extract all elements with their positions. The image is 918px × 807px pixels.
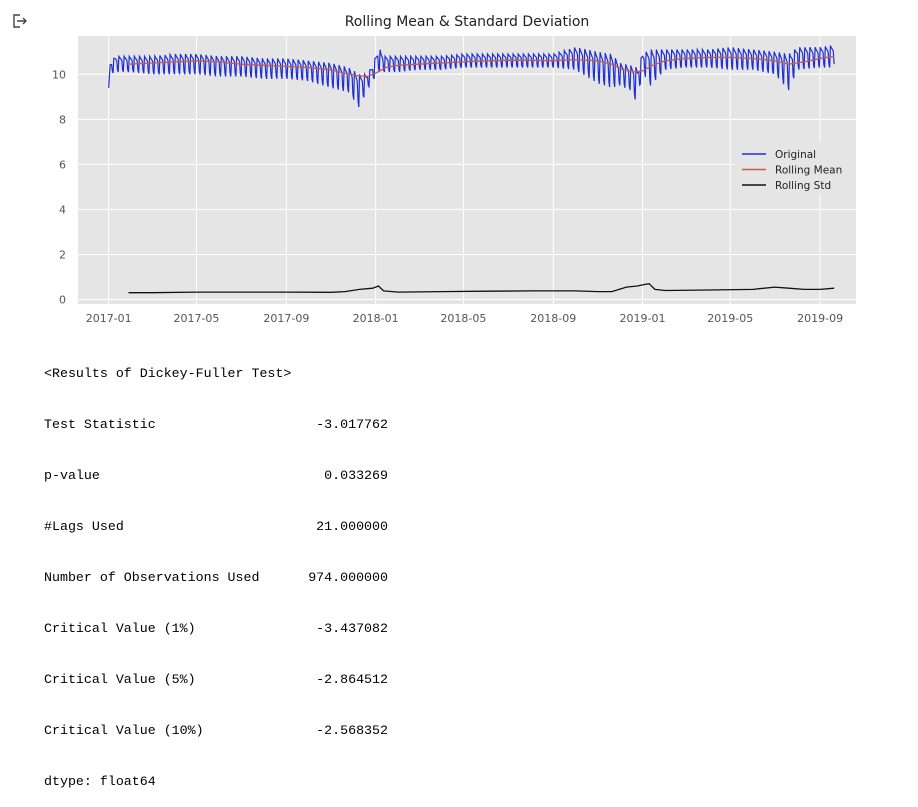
x-tick-label: 2018-01 — [353, 312, 399, 325]
results-header: <Results of Dickey-Fuller Test> — [44, 366, 292, 381]
y-tick-label: 10 — [52, 68, 66, 81]
legend-label: Original — [775, 149, 816, 161]
result-label: Critical Value (10%) — [44, 723, 204, 738]
result-row-critical-10: Critical Value (10%) -2.568352 — [44, 722, 388, 739]
chart: 0 2 4 6 8 10 2017-01 2017-05 2017-09 2018-01 2018-… — [0, 0, 918, 330]
result-value: -2.568352 — [316, 723, 388, 738]
x-tick-label: 2019-01 — [620, 312, 666, 325]
result-label: Number of Observations Used — [44, 570, 260, 585]
y-tick-label: 0 — [59, 293, 66, 306]
result-row-critical-5: Critical Value (5%) -2.864512 — [44, 671, 388, 688]
result-row-test-statistic: Test Statistic -3.017762 — [44, 416, 388, 433]
series-rolling-mean-line — [128, 55, 835, 78]
result-value: -3.017762 — [316, 417, 388, 432]
result-row-lags-used: #Lags Used 21.000000 — [44, 518, 388, 535]
legend-label: Rolling Mean — [775, 165, 842, 177]
x-tick-label: 2017-09 — [263, 312, 309, 325]
result-value: 0.033269 — [324, 468, 388, 483]
result-label: Critical Value (5%) — [44, 672, 196, 687]
x-tick-label: 2019-05 — [707, 312, 753, 325]
x-tick-label: 2018-05 — [440, 312, 486, 325]
chart-svg: 0 2 4 6 8 10 2017-01 2017-05 2017-09 2018-01 2018-… — [52, 14, 856, 325]
x-tick-label: 2017-05 — [173, 312, 219, 325]
result-row-critical-1: Critical Value (1%) -3.437082 — [44, 620, 388, 637]
output-arrow-icon[interactable] — [11, 12, 29, 30]
x-tick-label: 2019-09 — [797, 312, 843, 325]
result-label: p-value — [44, 468, 100, 483]
y-tick-label: 2 — [59, 248, 66, 261]
console-output: <Results of Dickey-Fuller Test> Test Sta… — [44, 331, 388, 807]
result-value: -2.864512 — [316, 672, 388, 687]
result-value: 974.000000 — [308, 570, 388, 585]
result-label: #Lags Used — [44, 519, 124, 534]
series-original-line — [108, 45, 835, 108]
y-tick-label: 8 — [59, 113, 66, 126]
legend-label: Rolling Std — [775, 180, 831, 192]
series-rolling-std-line — [128, 283, 835, 294]
result-value: -3.437082 — [316, 621, 388, 636]
x-tick-label: 2017-01 — [86, 312, 132, 325]
results-dtype: dtype: float64 — [44, 774, 156, 789]
result-label: Critical Value (1%) — [44, 621, 196, 636]
x-tick-label: 2018-09 — [530, 312, 576, 325]
y-tick-label: 4 — [59, 203, 66, 216]
chart-title: Rolling Mean & Standard Deviation — [345, 14, 590, 30]
result-row-p-value: p-value 0.033269 — [44, 467, 388, 484]
result-value: 21.000000 — [316, 519, 388, 534]
result-row-observations: Number of Observations Used 974.000000 — [44, 569, 388, 586]
y-tick-label: 6 — [59, 158, 66, 171]
result-label: Test Statistic — [44, 417, 156, 432]
plot-area — [78, 36, 856, 304]
